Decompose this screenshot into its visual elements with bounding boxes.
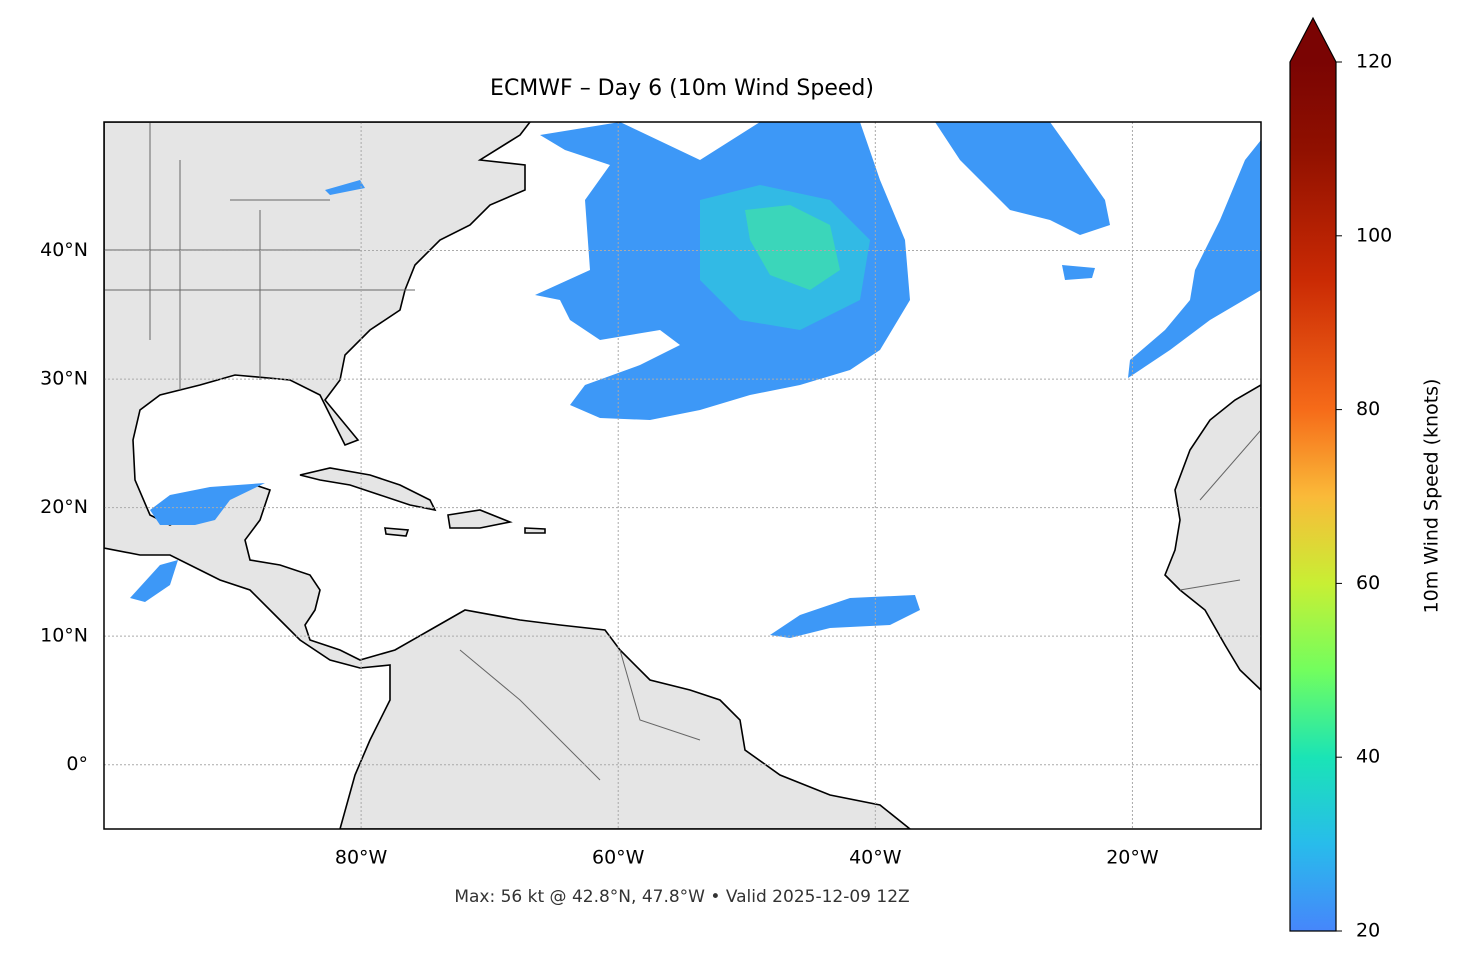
- jamaica: [384, 527, 410, 537]
- wind-area: [935, 122, 1110, 235]
- wind-area: [1062, 265, 1095, 280]
- chart-title: ECMWF – Day 6 (10m Wind Speed): [490, 76, 874, 101]
- x-tick-label: 20°W: [1106, 847, 1159, 869]
- cuba: [299, 467, 437, 512]
- borders: [104, 122, 1261, 781]
- colorbar-tick-label: 120: [1356, 51, 1392, 73]
- colorbar: [1290, 62, 1336, 931]
- colorbar-tick-label: 20: [1356, 920, 1380, 942]
- wind-area: [130, 560, 178, 602]
- colorbar-frame: [1289, 16, 1337, 932]
- y-tick-label: 10°N: [40, 625, 88, 647]
- footnote: Max: 56 kt @ 42.8°N, 47.8°W • Valid 2025…: [454, 887, 909, 907]
- y-tick-label: 40°N: [40, 239, 88, 261]
- y-tick-label: 30°N: [40, 368, 88, 390]
- wind-area: [745, 205, 840, 290]
- puerto-rico: [524, 527, 546, 534]
- hispaniola: [447, 509, 513, 529]
- colorbar-tick-label: 80: [1356, 398, 1380, 420]
- colorbar-extend: [1290, 18, 1336, 62]
- colorbar-tick-label: 100: [1356, 224, 1392, 246]
- map: [104, 122, 1261, 829]
- land: [1164, 384, 1261, 692]
- y-tick-label: 20°N: [40, 496, 88, 518]
- grid: [104, 122, 1261, 829]
- colorbar-tick-label: 60: [1356, 572, 1380, 594]
- wind-area: [1128, 140, 1261, 378]
- land: [104, 122, 912, 829]
- y-tick-label: 0°: [66, 753, 88, 775]
- map-frame: [103, 121, 1262, 830]
- x-tick-label: 60°W: [592, 847, 645, 869]
- wind-area: [325, 180, 365, 195]
- wind-area: [150, 483, 265, 525]
- colorbar-tick-label: 40: [1356, 746, 1380, 768]
- wind-area: [770, 595, 920, 638]
- x-tick-label: 80°W: [335, 847, 388, 869]
- x-tick-label: 40°W: [849, 847, 902, 869]
- colorbar-label: 10m Wind Speed (knots): [1421, 379, 1443, 614]
